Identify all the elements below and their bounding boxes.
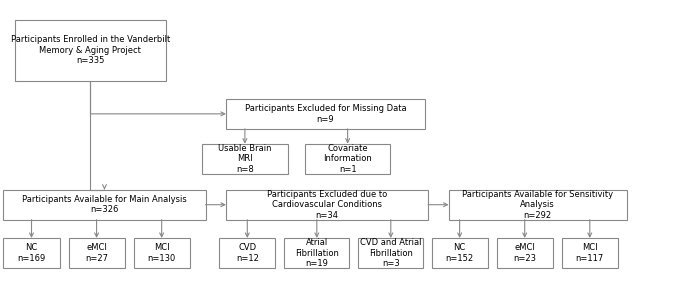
Text: eMCI
n=23: eMCI n=23 <box>513 243 536 263</box>
Text: MCI
n=130: MCI n=130 <box>147 243 176 263</box>
FancyBboxPatch shape <box>134 238 190 268</box>
FancyBboxPatch shape <box>358 238 423 268</box>
Text: CVD
n=12: CVD n=12 <box>236 243 259 263</box>
FancyBboxPatch shape <box>226 99 425 129</box>
FancyBboxPatch shape <box>219 238 275 268</box>
Text: Participants Enrolled in the Vanderbilt
Memory & Aging Project
n=335: Participants Enrolled in the Vanderbilt … <box>11 35 170 65</box>
Text: Covariate
Information
n=1: Covariate Information n=1 <box>323 144 372 174</box>
Text: Participants Available for Sensitivity
Analysis
n=292: Participants Available for Sensitivity A… <box>462 190 613 219</box>
FancyBboxPatch shape <box>226 190 428 220</box>
FancyBboxPatch shape <box>202 144 288 174</box>
FancyBboxPatch shape <box>497 238 553 268</box>
Text: CVD and Atrial
Fibrillation
n=3: CVD and Atrial Fibrillation n=3 <box>360 238 421 268</box>
FancyBboxPatch shape <box>284 238 349 268</box>
FancyBboxPatch shape <box>15 19 166 80</box>
FancyBboxPatch shape <box>305 144 390 174</box>
Text: Participants Available for Main Analysis
n=326: Participants Available for Main Analysis… <box>22 195 187 214</box>
Text: Participants Excluded due to
Cardiovascular Conditions
n=34: Participants Excluded due to Cardiovascu… <box>267 190 387 219</box>
Text: NC
n=152: NC n=152 <box>445 243 474 263</box>
Text: Usable Brain
MRI
n=8: Usable Brain MRI n=8 <box>218 144 272 174</box>
Text: NC
n=169: NC n=169 <box>17 243 46 263</box>
FancyBboxPatch shape <box>68 238 125 268</box>
FancyBboxPatch shape <box>432 238 488 268</box>
Text: Atrial
Fibrillation
n=19: Atrial Fibrillation n=19 <box>295 238 339 268</box>
FancyBboxPatch shape <box>3 190 206 220</box>
FancyBboxPatch shape <box>562 238 618 268</box>
FancyBboxPatch shape <box>3 238 60 268</box>
Text: eMCI
n=27: eMCI n=27 <box>85 243 108 263</box>
Text: Participants Excluded for Missing Data
n=9: Participants Excluded for Missing Data n… <box>245 104 406 123</box>
FancyBboxPatch shape <box>449 190 627 220</box>
Text: MCI
n=117: MCI n=117 <box>575 243 604 263</box>
